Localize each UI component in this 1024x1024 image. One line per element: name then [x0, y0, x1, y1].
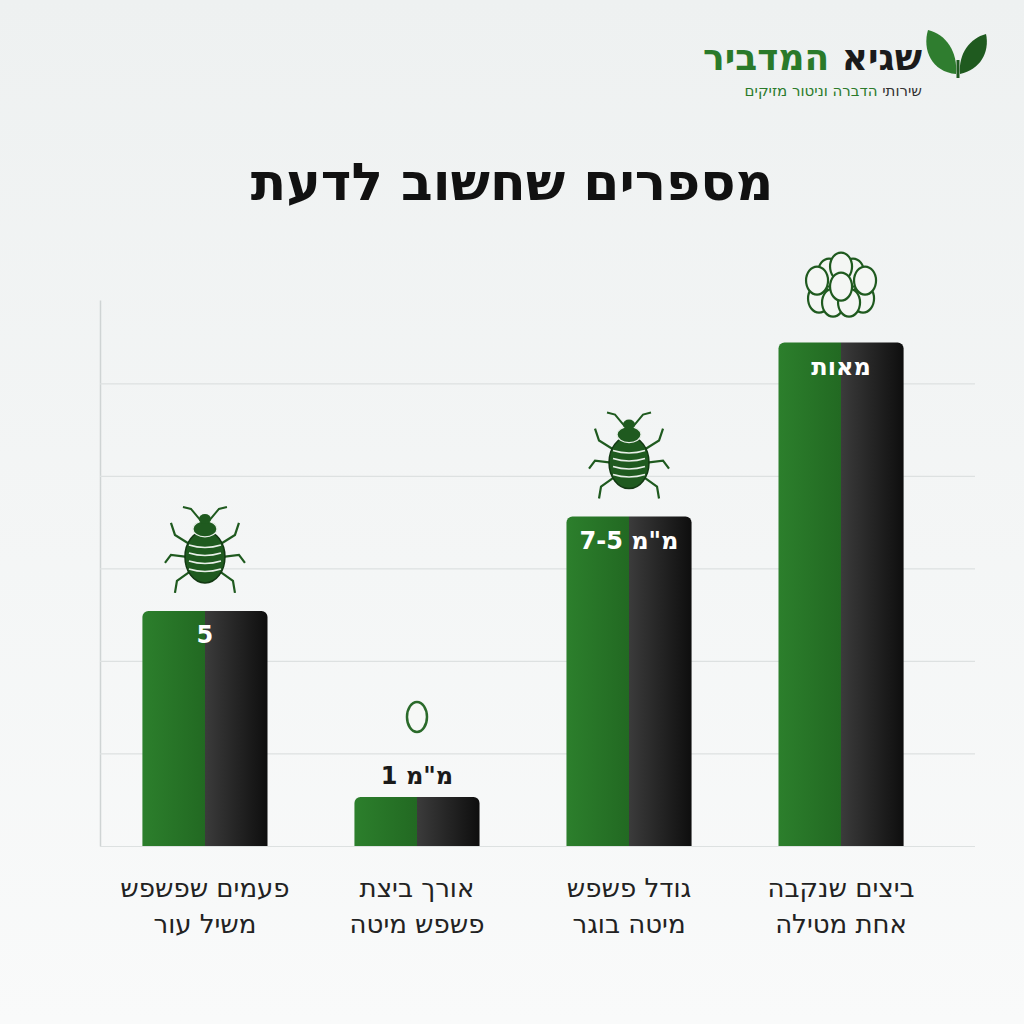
icon-eggs [806, 253, 876, 317]
tagline: שירותי הדברה וניטור מזיקים [745, 82, 922, 100]
bar [566, 517, 691, 846]
icon-leg [643, 477, 659, 499]
icon-stripe [613, 459, 645, 462]
brand-word: שגיא [829, 37, 922, 78]
logo-stem [957, 60, 960, 78]
brand-word: המדביר [703, 37, 829, 78]
icon-egg [830, 273, 852, 301]
icon-antenna [633, 413, 651, 427]
icon-egg [854, 267, 876, 295]
x-axis-labels: פעמים שפשפש משיל עור אורך ביצת פשפש מיטה גוד… [120, 873, 914, 939]
icon-leg [647, 461, 669, 469]
bar-annotation: 1 מ"מ [381, 762, 453, 790]
category-label: פעמים שפשפש משיל עור [120, 873, 289, 939]
icon-stripe [613, 475, 645, 478]
icon-leg [219, 571, 235, 593]
icon-stripe [189, 553, 221, 556]
icon-stripe [613, 451, 645, 454]
logo [926, 30, 987, 78]
category-line: גודל פשפש [567, 873, 691, 903]
category-label: אורך ביצת פשפש מיטה [350, 873, 485, 939]
background [0, 0, 1024, 1024]
annotations: 5 1 מ"מ 7-5 מ"מ מאות [197, 353, 871, 790]
category-line: ביצים שנקבה [768, 873, 915, 903]
tagline-word: שירותי [877, 82, 922, 100]
icon-bug [589, 413, 669, 499]
logo-leaf [926, 30, 956, 74]
tagline-word: הדברה [828, 82, 878, 100]
category-line: אורך ביצת [360, 873, 475, 903]
icon-egg [407, 702, 427, 732]
icon-stripe [189, 569, 221, 572]
category-line: פעמים שפשפש [120, 873, 289, 903]
icon-leg [223, 555, 245, 563]
bars [142, 343, 903, 846]
tagline-word: וניטור [787, 82, 828, 100]
chart: שגיא המדביר שירותי הדברה וניטור מזיקים מספ… [0, 0, 1024, 1024]
grid-line [100, 846, 975, 847]
icon-leg [165, 555, 187, 563]
icon-stripe [613, 467, 645, 470]
icon-leg [175, 571, 191, 593]
tagline-word: מזיקים [745, 82, 788, 100]
icon-antenna [209, 507, 227, 521]
brand: שגיא המדביר [703, 37, 922, 78]
logo-leaf [960, 34, 987, 74]
icon-head [199, 514, 211, 524]
bar [354, 797, 479, 846]
bar-annotation: 5 [197, 621, 214, 649]
bar [778, 343, 903, 846]
axis-line [100, 301, 102, 847]
icons [165, 253, 876, 732]
category-label: גודל פשפש מיטה בוגר [567, 873, 691, 939]
bar-annotation: מאות [811, 353, 870, 381]
category-line: אחת מטילה [775, 909, 907, 939]
category-line: מיטה בוגר [572, 909, 685, 939]
title: מספרים שחשוב לדעת [251, 152, 774, 212]
icon-egg [407, 702, 427, 732]
icon-stripe [189, 545, 221, 548]
icon-antenna [183, 507, 201, 521]
icon-head [623, 420, 635, 430]
bar [142, 611, 267, 846]
icon-bug [165, 507, 245, 593]
category-line: פשפש מיטה [350, 909, 485, 939]
icon-body [185, 531, 225, 583]
icon-stripe [189, 561, 221, 564]
icon-body [609, 437, 649, 489]
bar-annotation: 7-5 מ"מ [580, 527, 679, 555]
category-line: משיל עור [153, 909, 256, 939]
tick [100, 846, 975, 847]
icon-leg [589, 461, 611, 469]
category-label: ביצים שנקבה אחת מטילה [768, 873, 915, 939]
icon-leg [599, 477, 615, 499]
icon-egg [806, 267, 828, 295]
icon-antenna [607, 413, 625, 427]
